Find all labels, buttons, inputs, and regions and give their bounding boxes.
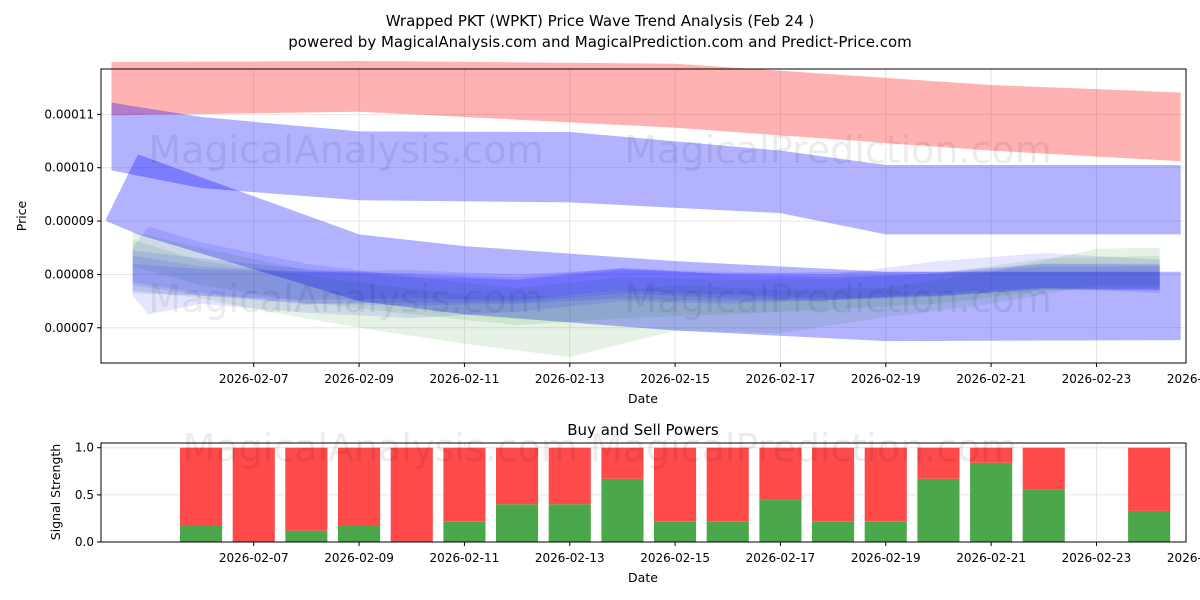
price-band-green-3 — [132, 239, 1160, 358]
buy-bar — [864, 521, 907, 542]
buy-bar — [601, 478, 644, 542]
buy-bar — [338, 526, 381, 542]
sell-bar — [917, 447, 960, 479]
price-band-blue-5 — [132, 226, 1160, 319]
sell-bar — [970, 447, 1013, 463]
signal-x-tick-label: 2026-02-25 — [1167, 551, 1200, 565]
price-band-green-4 — [132, 231, 1160, 326]
price-gridlines — [101, 69, 1186, 363]
price-y-axis-label: Price — [14, 200, 29, 231]
sell-bar — [285, 447, 328, 531]
price-x-tick-label: 2026-02-23 — [1062, 372, 1132, 386]
signal-y-axis-label: Signal Strength — [48, 444, 63, 540]
signal-x-axis-label: Date — [628, 570, 658, 585]
signal-x-tick-label: 2026-02-15 — [640, 551, 710, 565]
sell-bar — [654, 447, 697, 522]
sell-bar — [812, 447, 855, 522]
watermark-mid-right: MagicalPrediction.com — [624, 277, 1052, 321]
buy-sell-plot: Buy and Sell Powers MagicalAnalysis.com … — [48, 421, 1200, 585]
price-y-tick-label: 0.00010 — [44, 161, 94, 175]
watermark-top-left: MagicalAnalysis.com — [148, 128, 543, 172]
price-plot-frame — [100, 68, 1187, 364]
signal-y-tick-label: 0.5 — [75, 488, 94, 502]
buy-bar — [706, 521, 749, 542]
price-x-tick-label: 2026-02-13 — [535, 372, 605, 386]
sell-bar — [180, 447, 223, 526]
watermark-top-right: MagicalPrediction.com — [624, 128, 1052, 172]
watermark-bottom: MagicalAnalysis.com MagicalPrediction.co… — [183, 426, 1018, 470]
price-wave-plot: MagicalAnalysis.com MagicalPrediction.co… — [14, 61, 1200, 406]
signal-x-tick-label: 2026-02-23 — [1062, 551, 1132, 565]
signal-x-ticks: 2026-02-07 2026-02-09 2026-02-11 2026-02-13… — [219, 542, 1200, 565]
buy-bar — [759, 499, 802, 542]
sell-bar — [443, 447, 486, 522]
sell-bar — [496, 447, 539, 505]
sell-bar — [232, 447, 275, 542]
sell-bar — [1022, 447, 1065, 490]
price-x-ticks: 2026-02-07 2026-02-09 2026-02-11 2026-02-13… — [219, 363, 1200, 386]
sell-bar — [390, 447, 433, 542]
buy-bar — [654, 521, 697, 542]
sell-bar — [864, 447, 907, 522]
signal-x-tick-label: 2026-02-07 — [219, 551, 289, 565]
price-x-axis-label: Date — [628, 391, 658, 406]
price-x-tick-label: 2026-02-11 — [430, 372, 500, 386]
price-x-tick-label: 2026-02-19 — [851, 372, 921, 386]
sell-bar — [601, 447, 644, 479]
buy-bar — [1022, 489, 1065, 542]
sell-bar — [548, 447, 591, 505]
price-bands — [106, 61, 1181, 358]
price-band-blue-6 — [132, 250, 1160, 306]
buy-sell-title: Buy and Sell Powers — [567, 421, 719, 439]
price-band-red-0 — [111, 61, 1181, 162]
sell-bar — [338, 447, 381, 526]
price-x-tick-label: 2026-02-09 — [324, 372, 394, 386]
price-x-tick-label: 2026-02-15 — [640, 372, 710, 386]
price-band-blue-7 — [132, 255, 1160, 304]
signal-plot-frame — [100, 442, 1187, 543]
buy-bar — [496, 504, 539, 542]
buy-bar — [970, 462, 1013, 542]
sell-bar — [706, 447, 749, 522]
signal-x-tick-label: 2026-02-21 — [956, 551, 1026, 565]
signal-bars — [180, 447, 1171, 542]
price-x-tick-label: 2026-02-21 — [956, 372, 1026, 386]
price-band-blue-8 — [132, 263, 1160, 300]
price-y-tick-label: 0.00009 — [44, 214, 94, 228]
sell-bar — [1128, 447, 1171, 511]
signal-x-tick-label: 2026-02-11 — [430, 551, 500, 565]
price-band-blue-2 — [106, 154, 1181, 342]
signal-x-tick-label: 2026-02-09 — [324, 551, 394, 565]
buy-bar — [180, 526, 223, 542]
price-x-tick-label: 2026-02-07 — [219, 372, 289, 386]
figure-title-line1: Wrapped PKT (WPKT) Price Wave Trend Anal… — [386, 12, 814, 30]
signal-x-tick-label: 2026-02-17 — [746, 551, 816, 565]
buy-bar — [548, 504, 591, 542]
watermark-mid-left: MagicalAnalysis.com — [148, 277, 543, 321]
price-x-tick-label: 2026-02-25 — [1167, 372, 1200, 386]
signal-y-tick-label: 1.0 — [75, 441, 94, 455]
sell-bar — [759, 447, 802, 500]
price-x-tick-label: 2026-02-17 — [746, 372, 816, 386]
price-y-tick-label: 0.00007 — [44, 321, 94, 335]
signal-x-tick-label: 2026-02-19 — [851, 551, 921, 565]
signal-y-tick-label: 0.0 — [75, 535, 94, 549]
price-y-tick-label: 0.00011 — [44, 107, 94, 121]
buy-bar — [917, 478, 960, 542]
signal-x-tick-label: 2026-02-13 — [535, 551, 605, 565]
signal-y-ticks: 0.0 0.5 1.0 — [75, 441, 101, 549]
buy-bar — [443, 521, 486, 542]
price-y-tick-label: 0.00008 — [44, 267, 94, 281]
figure-title-line2: powered by MagicalAnalysis.com and Magic… — [288, 33, 912, 51]
buy-bar — [285, 530, 328, 542]
price-y-ticks: 0.00007 0.00008 0.00009 0.00010 0.00011 — [44, 107, 101, 335]
buy-bar — [812, 521, 855, 542]
buy-bar — [1128, 510, 1171, 542]
price-band-blue-1 — [111, 102, 1181, 235]
